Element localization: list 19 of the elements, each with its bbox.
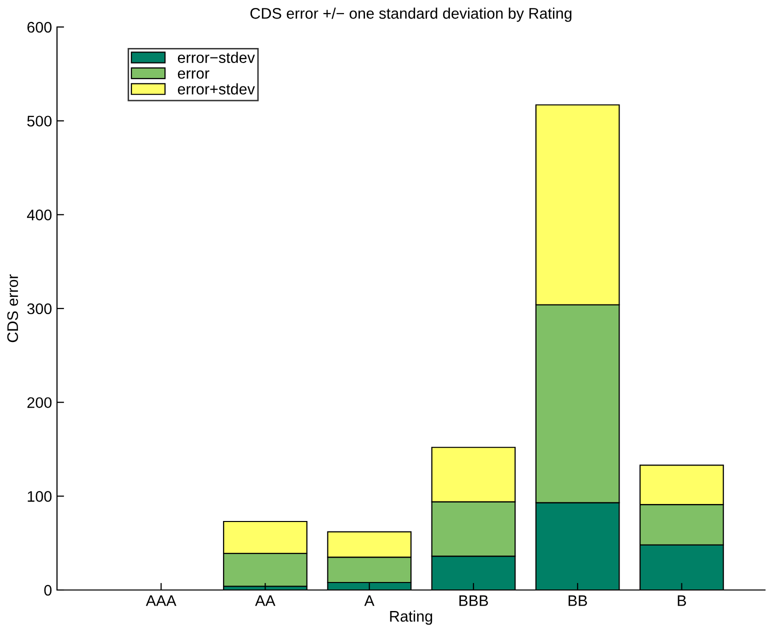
x-tick-label: A [364, 595, 374, 606]
y-tick-label: 200 [27, 397, 52, 408]
x-tick-label: AA [255, 595, 276, 606]
y-tick-label: 0 [44, 584, 52, 596]
x-tick-label: BBB [459, 595, 488, 606]
x-tick-label: BB [568, 595, 587, 606]
y-axis-title: CDS error [7, 274, 18, 342]
x-axis-title: Rating [390, 610, 432, 625]
chart-title: CDS error +/− one standard deviation by Rating [250, 8, 572, 22]
y-tick-label: 300 [27, 303, 52, 314]
y-tick-label: 500 [27, 116, 52, 127]
legend-label: error+stdev [178, 83, 255, 95]
y-tick-label: 400 [27, 210, 52, 220]
legend-label: error−stdev [178, 52, 255, 63]
legend-label: error [178, 70, 210, 79]
x-tick-label: AAA [146, 595, 176, 606]
y-tick-label: 600 [27, 22, 52, 33]
y-tick-label: 100 [28, 491, 52, 502]
x-tick-label: B [678, 595, 686, 606]
